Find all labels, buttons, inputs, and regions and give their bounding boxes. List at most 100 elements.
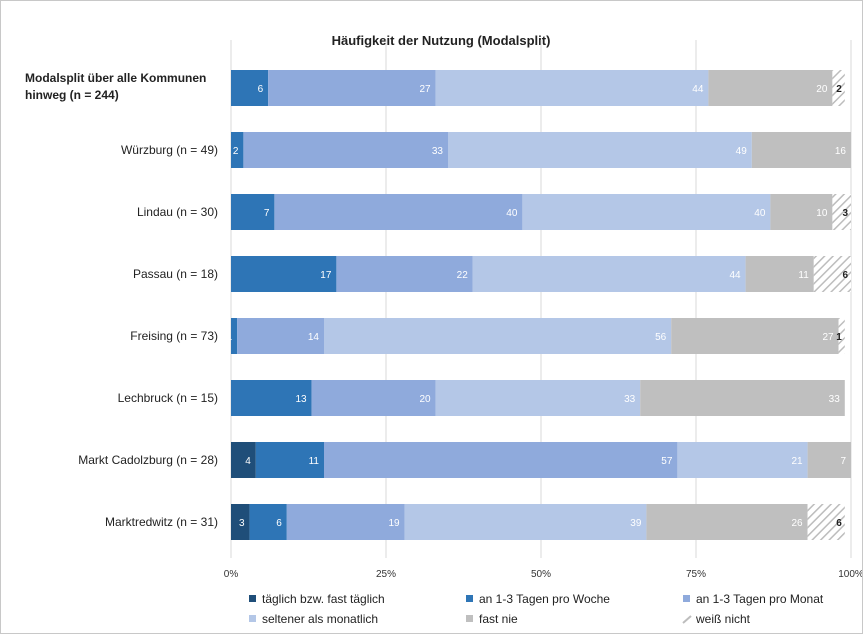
x-tick-label: 50% (531, 569, 551, 580)
legend-label: an 1-3 Tagen pro Monat (696, 592, 824, 606)
bar-segment (807, 442, 851, 478)
bar-segment (231, 194, 275, 230)
bars: 6 27 44 20 22 33 49 167 40 40 10 317 22 44 11 61 14 56 27 1… (227, 70, 851, 540)
bar-segment (435, 380, 641, 416)
data-label: 33 (829, 394, 841, 405)
data-label: 44 (729, 270, 741, 281)
bar-segment (522, 194, 771, 230)
data-label: 4 (245, 456, 251, 467)
category-label: Markt Cadolzburg (n = 28) (78, 453, 218, 467)
data-label: 10 (816, 208, 828, 219)
data-label: 44 (692, 84, 704, 95)
bar-segment (237, 318, 324, 354)
bar-segment (324, 318, 672, 354)
bar-segment (286, 504, 405, 540)
legend-label: täglich bzw. fast täglich (262, 592, 385, 606)
data-label: 7 (840, 456, 846, 467)
data-label: 22 (457, 270, 469, 281)
grid-lines (230, 40, 852, 558)
bar-segment (231, 70, 269, 106)
bar-segment (646, 504, 808, 540)
legend-swatch (466, 595, 473, 602)
chart-title: Häufigkeit der Nutzung (Modalsplit) (332, 33, 551, 48)
legend-swatch (249, 595, 256, 602)
bar-segment (249, 504, 287, 540)
data-label: 57 (661, 456, 673, 467)
category-label: Freising (n = 73) (130, 329, 218, 343)
bar-segment (231, 442, 256, 478)
data-label: 26 (791, 518, 803, 529)
category-label: Würzburg (n = 49) (121, 143, 218, 157)
data-label: 20 (419, 394, 431, 405)
bar-segment (832, 70, 845, 106)
data-label: 7 (264, 208, 270, 219)
bar-segment (807, 504, 845, 540)
bar-segment (336, 256, 473, 292)
data-label: 39 (630, 518, 642, 529)
data-label: 27 (822, 332, 834, 343)
data-label: 11 (798, 270, 809, 281)
data-label: 6 (258, 84, 264, 95)
data-label: 16 (835, 146, 847, 157)
data-label: 56 (655, 332, 667, 343)
bar-segment (745, 256, 814, 292)
data-label: 1 (836, 332, 842, 343)
bar-segment (640, 380, 845, 416)
data-label: 11 (309, 456, 320, 467)
bar-segment (268, 70, 436, 106)
legend-swatch (683, 595, 690, 602)
bar-segment (231, 504, 250, 540)
category-label: Lechbruck (n = 15) (118, 391, 218, 405)
data-label: 21 (791, 456, 803, 467)
data-label: 19 (388, 518, 400, 529)
bar-segment (751, 132, 851, 168)
bar-segment (435, 70, 709, 106)
data-label: 33 (432, 146, 444, 157)
legend-label: an 1-3 Tagen pro Woche (479, 592, 610, 606)
bar-segment (838, 318, 845, 354)
bar-segment (311, 380, 436, 416)
x-tick-label: 0% (224, 569, 239, 580)
bar-segment (708, 70, 833, 106)
data-label: 3 (239, 518, 245, 529)
data-label: 6 (836, 518, 842, 529)
data-label: 6 (842, 270, 848, 281)
legend-label: fast nie (479, 612, 518, 626)
bar-segment (770, 194, 833, 230)
legend-swatch (682, 615, 692, 624)
data-label: 49 (736, 146, 748, 157)
data-label: 13 (295, 394, 307, 405)
category-labels: Modalsplit über alle Kommunen hinweg (n =… (25, 71, 218, 529)
x-tick-label: 100% (838, 569, 862, 580)
legend-label: weiß nicht (695, 612, 751, 626)
bar-segment (404, 504, 647, 540)
data-label: 2 (233, 146, 239, 157)
bar-segment (231, 256, 337, 292)
bar-segment (255, 442, 324, 478)
bar-segment (448, 132, 752, 168)
data-label: 6 (276, 518, 282, 529)
legend-swatch (249, 615, 256, 622)
bar-segment (231, 318, 238, 354)
data-label: 27 (419, 84, 431, 95)
data-label: 40 (506, 208, 518, 219)
x-tick-label: 25% (376, 569, 396, 580)
x-tick-label: 75% (686, 569, 706, 580)
bar-segment (243, 132, 448, 168)
bar-segment (813, 256, 851, 292)
category-label: Lindau (n = 30) (137, 205, 218, 219)
bar-segment (832, 194, 851, 230)
legend: täglich bzw. fast täglich an 1-3 Tagen pr… (249, 592, 824, 626)
bar-segment (274, 194, 523, 230)
category-label: Marktredwitz (n = 31) (105, 515, 218, 529)
data-label: 2 (836, 84, 842, 95)
data-label: 14 (308, 332, 320, 343)
data-label: 3 (842, 208, 848, 219)
bar-segment (677, 442, 808, 478)
category-label: hinweg (n = 244) (25, 88, 119, 102)
data-label: 33 (624, 394, 636, 405)
bar-segment (472, 256, 746, 292)
category-label: Passau (n = 18) (133, 267, 218, 281)
category-label: Modalsplit über alle Kommunen (25, 71, 206, 85)
